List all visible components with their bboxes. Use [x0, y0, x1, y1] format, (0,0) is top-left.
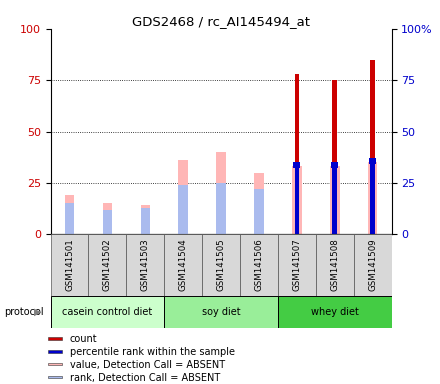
Bar [293, 162, 300, 169]
Bar [126, 234, 164, 296]
Title: GDS2468 / rc_AI145494_at: GDS2468 / rc_AI145494_at [132, 15, 310, 28]
Bar [179, 160, 188, 234]
Bar [295, 162, 299, 234]
Bar [370, 158, 375, 234]
Bar [216, 152, 226, 234]
Bar [51, 234, 88, 296]
Bar [331, 162, 338, 169]
Text: protocol: protocol [4, 307, 44, 317]
Text: rank, Detection Call = ABSENT: rank, Detection Call = ABSENT [70, 372, 220, 382]
Bar [179, 185, 188, 234]
Bar [240, 234, 278, 296]
Text: GSM141505: GSM141505 [216, 238, 226, 291]
Text: soy diet: soy diet [202, 307, 240, 317]
Text: GSM141502: GSM141502 [103, 238, 112, 291]
Text: GSM141508: GSM141508 [330, 238, 339, 291]
Text: GSM141504: GSM141504 [179, 238, 188, 291]
Text: value, Detection Call = ABSENT: value, Detection Call = ABSENT [70, 359, 225, 369]
Bar [141, 205, 150, 234]
Bar [65, 195, 74, 234]
Bar [141, 207, 150, 234]
Bar [333, 162, 337, 234]
Text: ▶: ▶ [33, 307, 41, 317]
Bar [368, 162, 378, 234]
Text: GSM141506: GSM141506 [254, 238, 264, 291]
Bar [202, 234, 240, 296]
Bar [48, 350, 62, 353]
Bar [48, 376, 62, 378]
Bar [354, 234, 392, 296]
Text: percentile rank within the sample: percentile rank within the sample [70, 347, 235, 357]
Bar [316, 234, 354, 296]
Bar [295, 74, 299, 234]
Bar [48, 338, 62, 339]
Text: count: count [70, 334, 97, 344]
Bar [88, 234, 126, 296]
Text: GSM141501: GSM141501 [65, 238, 74, 291]
Bar [164, 234, 202, 296]
Bar [103, 210, 112, 234]
Bar [278, 234, 316, 296]
Bar [278, 296, 392, 328]
Text: GSM141509: GSM141509 [368, 238, 377, 291]
Bar [65, 204, 74, 234]
Text: casein control diet: casein control diet [62, 307, 153, 317]
Text: GSM141503: GSM141503 [141, 238, 150, 291]
Bar [254, 173, 264, 234]
Bar [369, 158, 376, 164]
Bar [51, 296, 164, 328]
Bar [254, 189, 264, 234]
Bar [370, 60, 375, 234]
Bar [292, 166, 301, 234]
Bar [164, 296, 278, 328]
Bar [333, 80, 337, 234]
Bar [216, 183, 226, 234]
Bar [330, 166, 340, 234]
Bar [48, 363, 62, 366]
Text: whey diet: whey diet [311, 307, 359, 317]
Bar [103, 204, 112, 234]
Text: GSM141507: GSM141507 [292, 238, 301, 291]
